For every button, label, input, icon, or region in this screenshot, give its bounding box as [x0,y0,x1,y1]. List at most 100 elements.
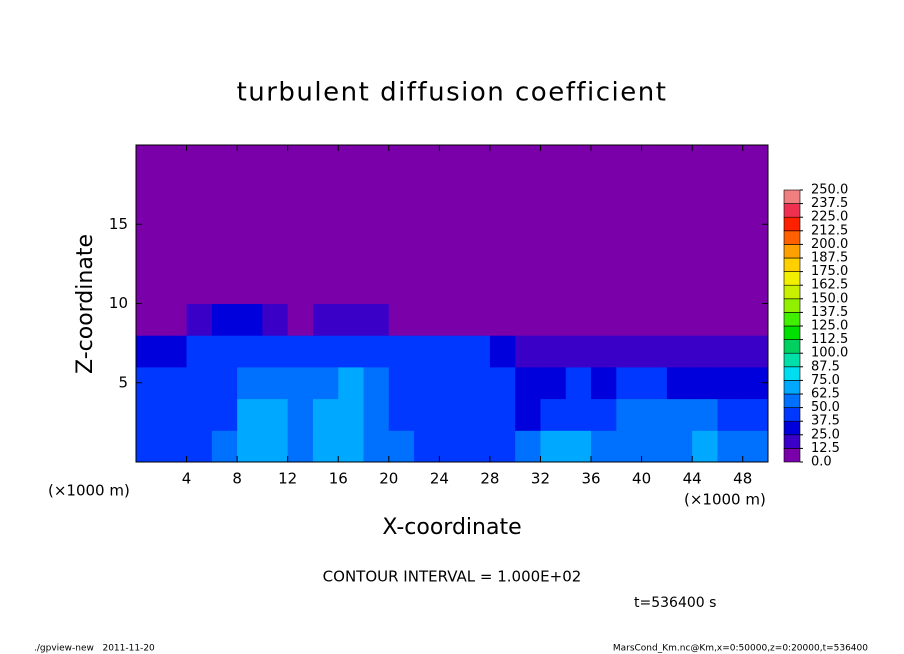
heat-cell [136,303,162,336]
x-axis-label: X-coordinate [382,515,521,540]
y-tick-label: 10 [109,294,128,312]
heat-cell [540,335,567,368]
heat-cell [262,366,289,400]
heat-cell [338,145,365,304]
heat-cell [388,430,415,463]
heat-cell [262,303,289,336]
heat-cell [489,430,516,463]
x-tick-label: 20 [379,470,398,488]
heat-cell [136,398,162,431]
heat-cell [237,145,263,304]
colorbar-label: 12.5 [811,441,840,456]
heat-cell [489,145,516,304]
heat-cell [338,398,365,431]
heat-cell [540,430,567,463]
heat-cell [616,398,643,431]
colorbar-label: 0.0 [811,455,832,470]
heat-cell [312,145,339,304]
heat-cell [287,398,314,431]
heat-cell [136,430,162,463]
heat-cell [161,430,188,463]
heat-cell [565,366,592,400]
heat-cell [414,335,440,368]
y-tick-label: 15 [109,215,128,233]
colorbar-swatch [783,434,801,449]
heat-cell [540,303,567,336]
annotation: CONTOUR INTERVAL = 1.000E+02 [323,568,582,586]
heat-cell [565,430,592,463]
heat-cell [692,145,718,304]
heat-cell [616,145,643,304]
heat-cell [641,335,668,368]
heat-cell [237,430,263,463]
heat-cell [692,430,718,463]
heat-cell [666,366,693,400]
heat-cell [363,430,390,463]
colorbar-label: 25.0 [811,427,840,442]
colorbar-label: 200.0 [811,237,848,252]
heat-cell [136,335,162,368]
heat-cell [439,366,466,400]
colorbar-swatch [783,325,801,340]
colorbar-swatch [783,230,801,245]
colorbar-label: 187.5 [811,251,848,266]
heat-cell [565,335,592,368]
heat-cell [742,335,769,368]
heat-cell [186,145,213,304]
x-unit: (×1000 m) [684,491,766,509]
heat-cell [717,303,744,336]
heat-cell [591,335,617,368]
heat-cell [262,398,289,431]
heat-cell [338,303,365,336]
heat-cell [565,303,592,336]
heat-cell [439,335,466,368]
x-unit: (×1000 m) [48,482,130,500]
heat-cell [237,335,263,368]
heat-cell [641,398,668,431]
heat-cell [287,430,314,463]
colorbar-swatch [783,257,801,272]
heat-cell [262,335,289,368]
heat-cell [186,366,213,400]
colorbar-label: 125.0 [811,319,848,334]
heat-cell [515,335,541,368]
heat-cell [363,366,390,400]
heat-cell [515,366,541,400]
heat-cell [616,303,643,336]
heat-cell [464,430,491,463]
colorbar-swatch [783,407,801,422]
heat-cell [414,366,440,400]
chart-title: turbulent diffusion coefficient [237,78,668,108]
heat-cell [489,398,516,431]
colorbar-swatch [783,420,801,436]
heat-cell [237,398,263,431]
heat-cell [692,398,718,431]
heat-cell [616,430,643,463]
colorbar-label: 162.5 [811,278,848,293]
heat-cell [388,335,415,368]
colorbar-swatch [783,244,801,259]
x-tick-label: 8 [232,470,242,488]
heat-cell [439,145,466,304]
heat-cell [666,145,693,304]
heat-cell [262,145,289,304]
heat-cell [211,303,238,336]
colorbar-label: 212.5 [811,223,848,238]
colorbar-label: 62.5 [811,387,840,402]
heat-cell [616,366,643,400]
colorbar-swatch [783,366,801,381]
heat-cell [388,145,415,304]
heat-cell [540,366,567,400]
heat-cell [641,366,668,400]
x-tick-label: 28 [480,470,499,488]
heat-cell [616,335,643,368]
colorbar-label: 100.0 [811,346,848,361]
colorbar-label: 137.5 [811,305,848,320]
x-tick-label: 44 [683,470,702,488]
heat-cell [287,303,314,336]
heat-cell [666,335,693,368]
heat-cell [338,335,365,368]
x-tick-label: 32 [531,470,550,488]
heat-cell [211,398,238,431]
